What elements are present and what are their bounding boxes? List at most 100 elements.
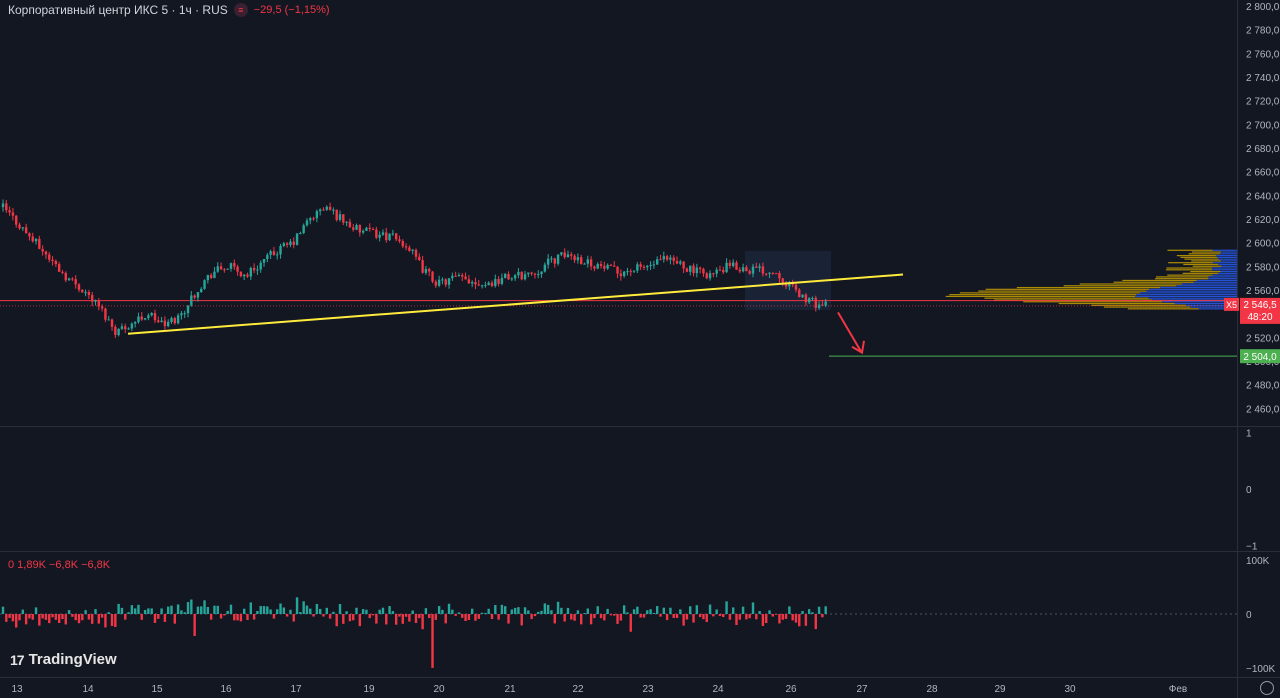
volume-bar <box>378 609 381 614</box>
candle-body <box>573 255 576 261</box>
candle-body <box>276 254 279 256</box>
candle-body <box>21 227 25 229</box>
volume-profile-bar <box>1139 292 1237 294</box>
volume-bar <box>758 611 761 614</box>
candle-body <box>543 264 547 272</box>
candle-body <box>477 284 480 286</box>
candle-body <box>385 232 388 241</box>
candle-body <box>279 246 282 255</box>
candle-body <box>738 269 741 272</box>
volume-bar <box>576 610 580 614</box>
candle-body <box>672 257 675 261</box>
candle-body <box>712 273 715 275</box>
volume-bar <box>239 614 243 622</box>
volume-profile-bar <box>1212 262 1237 264</box>
volume-bar <box>553 614 556 624</box>
candle-body <box>322 209 325 211</box>
volume-bar <box>150 608 153 614</box>
candle-body <box>804 294 808 303</box>
candle-body <box>358 225 362 233</box>
candle-body <box>437 279 441 286</box>
time-axis-label: 24 <box>712 684 724 695</box>
candle-body <box>801 294 804 298</box>
candle-body <box>814 297 817 308</box>
candle-body <box>480 285 484 287</box>
volume-bar <box>318 608 322 614</box>
volume-bar <box>824 606 827 614</box>
candle-body <box>338 214 342 220</box>
volume-profile-bar <box>1176 285 1237 287</box>
volume-tick-label: 0 <box>1246 610 1252 621</box>
volume-bar <box>84 610 87 614</box>
volume-bar <box>741 606 745 614</box>
volume-bar <box>583 613 586 614</box>
volume-bar <box>731 607 735 614</box>
volume-bar <box>467 614 471 621</box>
candle-body <box>646 265 649 268</box>
candle-body <box>722 270 725 273</box>
candle-body <box>48 254 51 260</box>
candle-body <box>299 232 302 234</box>
volume-bar <box>484 612 487 614</box>
candle-body <box>507 273 510 280</box>
candle-body <box>408 247 411 251</box>
volume-profile-bar <box>978 290 1147 292</box>
candle-body <box>434 281 438 286</box>
candle-body <box>28 233 31 237</box>
candle-body <box>510 278 514 280</box>
volume-bar <box>606 608 609 614</box>
volume-bar <box>431 614 434 668</box>
volume-bar <box>682 614 685 626</box>
candle-body <box>398 239 401 242</box>
volume-profile-bar <box>1221 265 1237 267</box>
volume-profile-bar <box>1208 278 1237 280</box>
candle-body <box>546 258 550 265</box>
volume-bar <box>715 609 718 614</box>
current-price-label: 2 546,5 <box>1243 300 1277 311</box>
volume-bar <box>77 614 81 624</box>
symbol-title[interactable]: Корпоративный центр ИКС 5 · 1ч · RUS <box>8 3 228 17</box>
candle-body <box>348 221 352 228</box>
candle-body <box>8 210 11 213</box>
volume-bar <box>728 614 732 620</box>
volume-bar <box>530 614 533 620</box>
volume-profile-bar <box>1218 263 1237 266</box>
candle-body <box>798 289 801 298</box>
candle-body <box>292 241 295 245</box>
volume-bar <box>127 612 130 614</box>
candle-body <box>616 266 619 274</box>
settings-icon[interactable] <box>1260 681 1274 695</box>
candle-body <box>143 318 147 320</box>
volume-bar <box>388 606 391 614</box>
volume-profile-bar <box>949 294 1137 296</box>
time-axis-label: 16 <box>220 684 232 695</box>
volume-bar <box>216 605 219 614</box>
candle-body <box>282 243 286 247</box>
volume-bar <box>609 614 613 616</box>
candle-body <box>345 221 348 223</box>
candle-body <box>570 254 573 256</box>
price-tick-label: 2 720,0 <box>1246 97 1280 108</box>
tradingview-logo: 17 TradingView <box>10 651 117 668</box>
candle-body <box>745 267 748 272</box>
time-axis-label: 13 <box>11 684 23 695</box>
candle-body <box>38 238 41 249</box>
candle-body <box>523 274 527 280</box>
volume-bar <box>371 614 375 616</box>
volume-profile-bar <box>1196 279 1237 282</box>
arrow-head-icon <box>851 340 865 355</box>
candle-body <box>484 285 487 287</box>
time-axis-label: 26 <box>785 684 797 695</box>
candle-body <box>318 209 322 212</box>
volume-bar <box>54 614 58 620</box>
volume-bar <box>38 614 41 626</box>
candle-body <box>613 265 616 267</box>
volume-bar <box>196 606 200 614</box>
candle-body <box>375 229 378 238</box>
volume-bar <box>41 614 44 619</box>
candle-body <box>120 326 124 329</box>
volume-bar <box>315 603 319 614</box>
volume-bar <box>490 614 494 620</box>
volume-bar <box>705 614 708 623</box>
